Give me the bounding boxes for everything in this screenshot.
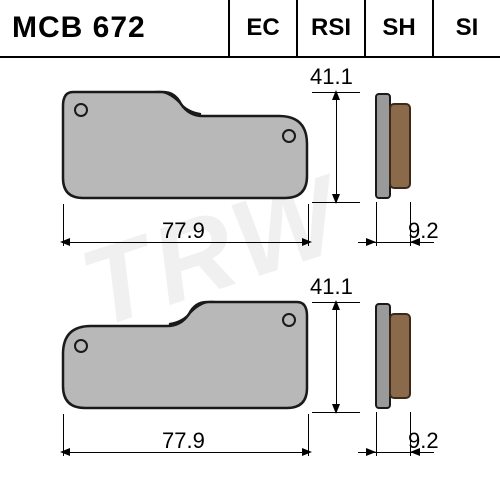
dim-ext-line (312, 412, 360, 413)
dim-height: 41.1 (310, 64, 353, 90)
dim-width: 77.9 (162, 428, 205, 454)
dim-ext-line (312, 302, 360, 303)
dim-ext-line (312, 202, 360, 203)
pad-side-icon (370, 300, 420, 414)
dim-line (336, 92, 337, 202)
dim-ext-line (63, 414, 64, 456)
dim-ext-line (312, 92, 360, 93)
dim-ext-line (63, 204, 64, 246)
variant-code: RSI (298, 0, 366, 56)
dim-arrow-icon (60, 238, 70, 246)
dim-thickness: 9.2 (408, 428, 439, 454)
dim-arrow-icon (366, 448, 376, 456)
variant-code: EC (230, 0, 298, 56)
dim-arrow-icon (366, 238, 376, 246)
variant-code: SI (434, 0, 500, 56)
dim-arrow-icon (302, 238, 312, 246)
model-number: MCB 672 (0, 0, 230, 56)
dim-thickness: 9.2 (408, 218, 439, 244)
diagram-container: MCB 672 EC RSI SH SI TRW (0, 0, 500, 500)
header-row: MCB 672 EC RSI SH SI (0, 0, 500, 58)
dim-ext-line (376, 412, 377, 456)
dim-width: 77.9 (162, 218, 205, 244)
pad-side-icon (370, 90, 420, 204)
pad-face-icon (55, 86, 315, 204)
dim-ext-line (308, 204, 309, 246)
dim-ext-line (376, 202, 377, 246)
dim-height: 41.1 (310, 274, 353, 300)
dim-arrow-icon (302, 448, 312, 456)
variant-code: SH (366, 0, 434, 56)
dim-ext-line (308, 414, 309, 456)
dim-line (336, 302, 337, 412)
diagram-area: TRW 41.1 (0, 58, 500, 500)
pad-face-icon (55, 296, 315, 414)
dim-arrow-icon (60, 448, 70, 456)
